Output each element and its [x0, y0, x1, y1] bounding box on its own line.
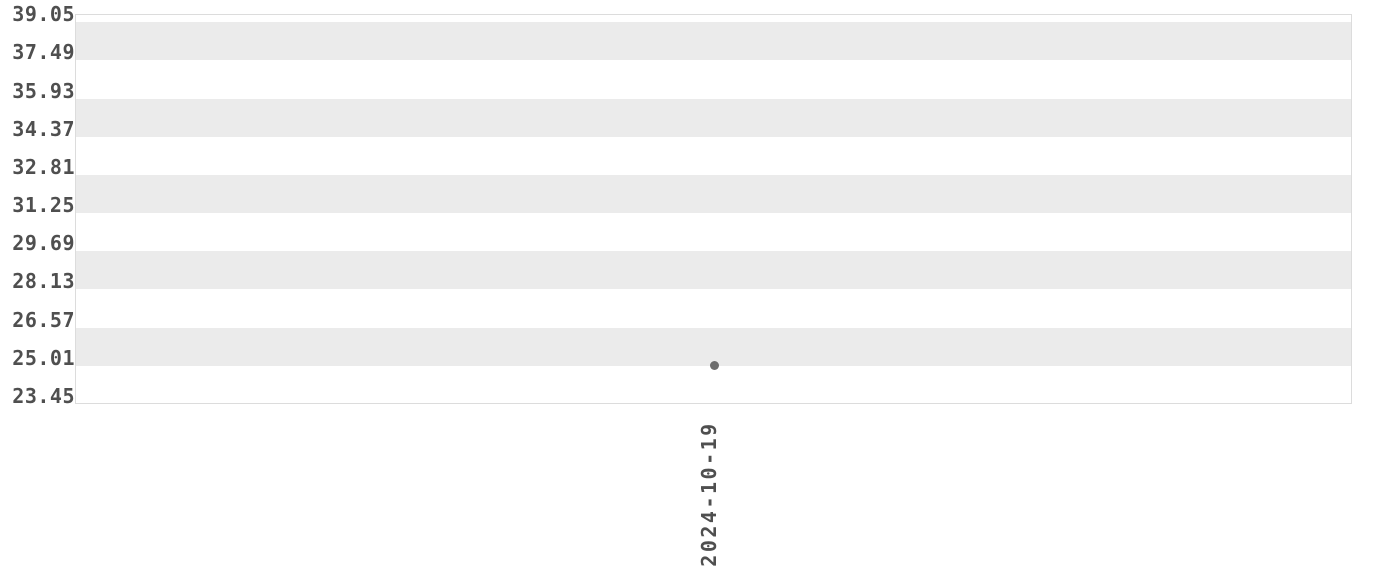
- grid-band: [76, 22, 1351, 61]
- y-tick-label: 37.49: [12, 40, 75, 65]
- y-tick-label: 32.81: [12, 154, 75, 179]
- y-tick-label: 26.57: [12, 307, 75, 332]
- x-tick-label: 2024-10-19: [697, 421, 721, 567]
- y-tick-label: 23.45: [12, 384, 75, 408]
- grid-band: [76, 174, 1351, 214]
- grid-band: [76, 327, 1351, 366]
- y-tick-label: 25.01: [12, 345, 75, 370]
- plot-border: [75, 14, 1352, 404]
- y-tick-label: 35.93: [12, 78, 75, 103]
- grid-band: [76, 98, 1351, 137]
- y-tick-label: 31.25: [12, 193, 75, 218]
- y-tick-label: 29.69: [12, 231, 75, 256]
- grid-band: [76, 251, 1351, 290]
- y-tick-label: 39.05: [12, 2, 75, 27]
- y-tick-label: 28.13: [12, 269, 75, 294]
- data-point[interactable]: [709, 360, 719, 370]
- y-tick-label: 34.37: [12, 116, 75, 141]
